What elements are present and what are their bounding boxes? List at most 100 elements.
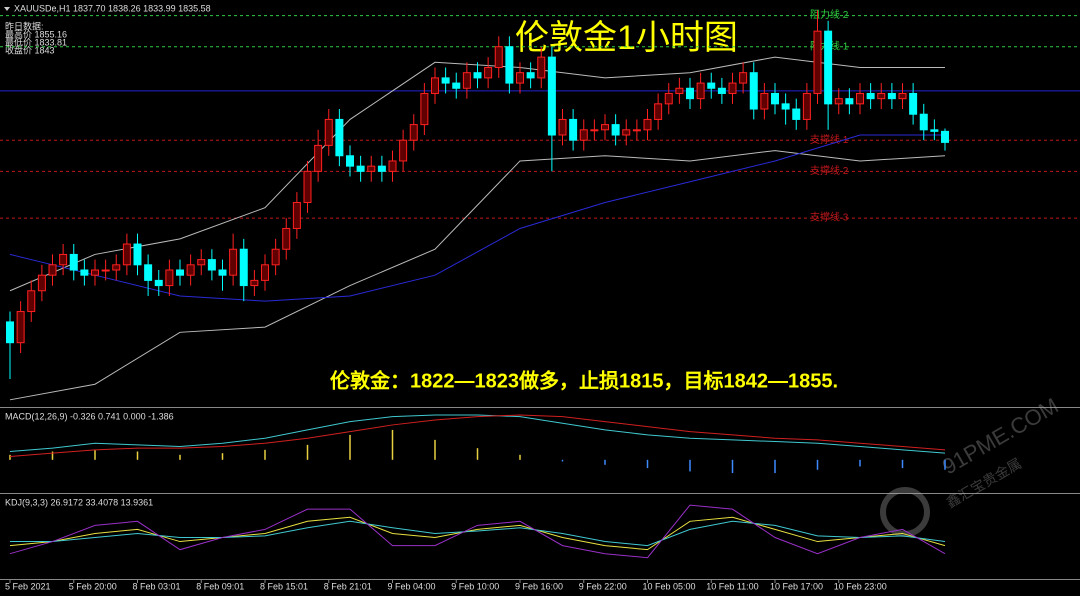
candle-body [643,118,652,131]
indicator-line [10,520,946,547]
candle-body [165,269,174,287]
candle-body [48,264,57,276]
macd-bar [179,454,181,460]
candle-body [250,279,259,287]
candle-body [452,82,461,89]
annotation: 伦敦金：1822—1823做多，止损1815，目标1842—1855. [330,368,838,392]
candle-body [399,139,408,162]
candle-body [696,82,705,100]
candle-body [526,72,535,79]
x-tick-label: 8 Feb 03:01 [133,581,181,591]
macd-bar [816,459,819,470]
candle-body [707,82,716,89]
candle-body [686,87,694,100]
candle-body [388,160,397,172]
level-label: 支撑线 2 [810,164,849,177]
candle-body [37,274,46,292]
chart-title: 伦敦金1小时图 [515,19,738,57]
candle-body [611,124,620,136]
x-tick-label: 10 Feb 23:00 [834,581,887,591]
candle-body [176,269,184,276]
candle-body [590,129,599,132]
candle-body [154,279,163,287]
indicator-line [9,516,946,551]
info-line: 最低价 1833.81 [5,36,67,47]
candle-body [941,130,949,143]
x-tick-label: 9 Feb 04:00 [388,581,436,591]
x-tick-label: 9 Feb 10:00 [451,581,499,591]
candle-body [239,248,248,287]
macd-bar [646,459,649,469]
macd-bar [136,451,139,460]
level-label: 支撑线 1 [810,133,849,146]
level-label: 阻力线 2 [810,8,849,21]
candle-body [261,264,269,281]
candle-body [547,56,556,136]
candle-body [409,124,418,141]
candle-body [813,30,822,94]
level-label: 支撑线 3 [810,211,849,224]
candle-body [494,46,503,68]
candle-body [441,77,450,84]
candle-body [282,227,291,250]
macd-bar [604,459,606,465]
candle-body [69,253,78,271]
candle-body [112,264,121,271]
macd-bar [476,448,479,460]
candle-body [229,248,238,276]
macd-bar [221,453,224,460]
candle-body [271,248,280,266]
indicator-line [9,414,946,457]
macd-bar [9,454,11,460]
macd-bar [519,454,521,460]
candle-body [144,264,153,281]
macd-bar [264,449,266,460]
panel-header: MACD(12,26,9) -0.326 0.741 0.000 -1.386 [5,411,174,421]
candle-body [303,170,312,204]
candle-body [717,87,726,94]
candle-body [420,92,429,126]
candle-body [834,98,843,105]
x-tick-label: 8 Feb 15:01 [260,581,308,591]
candle-body [632,129,641,132]
candle-body [930,129,939,132]
x-tick-label: 5 Feb 20:00 [69,581,117,591]
candle-body [197,259,206,266]
macd-bar [689,459,691,472]
candle-body [6,321,14,344]
menu-arrow [4,7,10,11]
macd-bar [774,459,776,474]
candle-body [887,92,896,100]
candle-body [91,269,99,276]
candle-body [675,87,684,94]
x-tick-label: 10 Feb 11:00 [706,581,758,591]
macd-bar [306,444,309,460]
candle-body [473,72,482,79]
macd-bar [731,459,734,474]
candle-body [654,103,663,120]
candle-body [919,113,928,131]
candle-body [186,264,195,276]
candle-body [771,92,779,105]
candle-body [569,118,578,141]
candle-body [898,92,907,100]
panel-header: KDJ(9,3,3) 26.9172 33.4078 13.9361 [5,497,153,507]
candle-body [207,259,216,271]
macd-bar [434,439,436,460]
x-tick-label: 8 Feb 09:01 [196,581,244,591]
candle-body [802,92,811,120]
candle-body [856,92,864,105]
candle-body [558,118,567,136]
candle-body [367,165,376,172]
candle-body [335,118,344,157]
x-tick-label: 10 Feb 17:00 [770,581,823,591]
macd-bar [349,434,351,460]
macd-bar [391,429,394,460]
candle-body [909,92,918,115]
macd-bar [561,459,564,462]
candle-body [101,269,110,272]
candle-body [377,165,386,172]
candle-body [122,243,131,266]
candle-body [16,311,25,344]
candle-body [579,129,588,141]
